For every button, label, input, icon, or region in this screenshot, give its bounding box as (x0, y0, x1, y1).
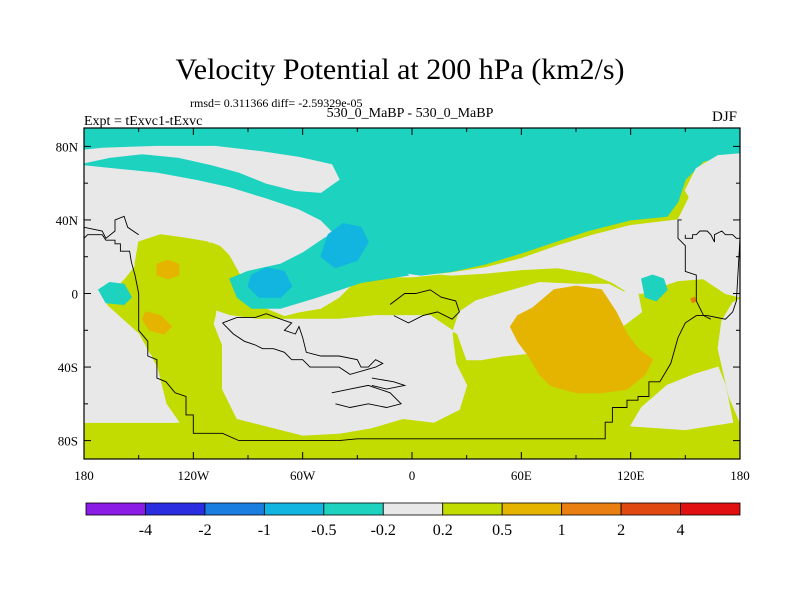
y-tick-label: 80N (56, 139, 79, 154)
season-label: DJF (712, 109, 738, 125)
colorbar-swatch (263, 502, 325, 516)
x-tick-label: 180 (730, 468, 750, 483)
contour-region-blue-1 (320, 223, 369, 269)
contour-region-blue-2 (247, 267, 293, 298)
contour-region-grey-east-edge (717, 298, 740, 423)
colorbar-label: 1 (558, 522, 566, 539)
contour-region-teal-west-small (98, 282, 132, 305)
y-tick-label: 40S (58, 360, 78, 375)
coastline (389, 289, 460, 324)
colorbar-label: -0.5 (311, 522, 336, 539)
colorbar-swatch (680, 502, 741, 516)
chart-title: Velocity Potential at 200 hPa (km2/s) (175, 53, 625, 86)
colorbar-swatch (561, 502, 622, 516)
center-label: 530_0_MaBP - 530_0_MaBP (326, 106, 494, 121)
x-tick-label: 0 (409, 468, 416, 483)
colorbar-label: -1 (258, 522, 271, 539)
experiment-label: Expt = tExvc1-tExvc (84, 114, 203, 129)
x-tick-label: 60E (511, 468, 532, 483)
colorbar-swatch (442, 502, 503, 516)
stats-line: rmsd= 0.311366 diff= -2.59329e-05 (190, 96, 363, 110)
contour-region-orange-2 (141, 311, 172, 335)
contour-region-orange-east (509, 285, 653, 394)
y-tick-label: 0 (72, 287, 79, 302)
contour-region-grey-bottom-right (630, 366, 734, 431)
x-tick-label: 120W (177, 468, 210, 483)
colorbar-label: -4 (139, 522, 152, 539)
y-tick-label: 80S (58, 434, 78, 449)
colorbar-label: 4 (677, 522, 685, 539)
colorbar-label: 0.5 (492, 522, 512, 539)
contour-region-orange-1 (156, 259, 180, 280)
coastline (331, 384, 402, 408)
coastline (84, 234, 740, 442)
x-tick-label: 180 (74, 468, 94, 483)
colorbar-swatch (85, 502, 146, 516)
colorbar-label: -2 (198, 522, 211, 539)
colorbar-swatch (620, 502, 681, 516)
coastline (371, 377, 407, 390)
colorbar-label: -0.2 (371, 522, 396, 539)
coastline (84, 215, 139, 239)
coastline (222, 313, 384, 375)
x-tick-label: 120E (617, 468, 645, 483)
contour-region-grey-north-1 (84, 145, 340, 193)
colorbar-label: 0.2 (433, 522, 453, 539)
colorbar-swatch (382, 502, 444, 516)
x-tick-label: 60W (290, 468, 316, 483)
colorbar-swatch (145, 502, 206, 516)
contour-region-grey-west-east (84, 296, 180, 423)
plot-area (84, 128, 740, 459)
colorbar-swatch (323, 502, 384, 516)
colorbar-swatch (501, 502, 563, 516)
coastline (677, 219, 712, 320)
y-tick-label: 40N (56, 213, 79, 228)
colorbar-label: 2 (617, 522, 625, 539)
colorbar-swatch (204, 502, 265, 516)
contour-region-teal-east-small (641, 274, 668, 302)
coastline (684, 230, 740, 243)
